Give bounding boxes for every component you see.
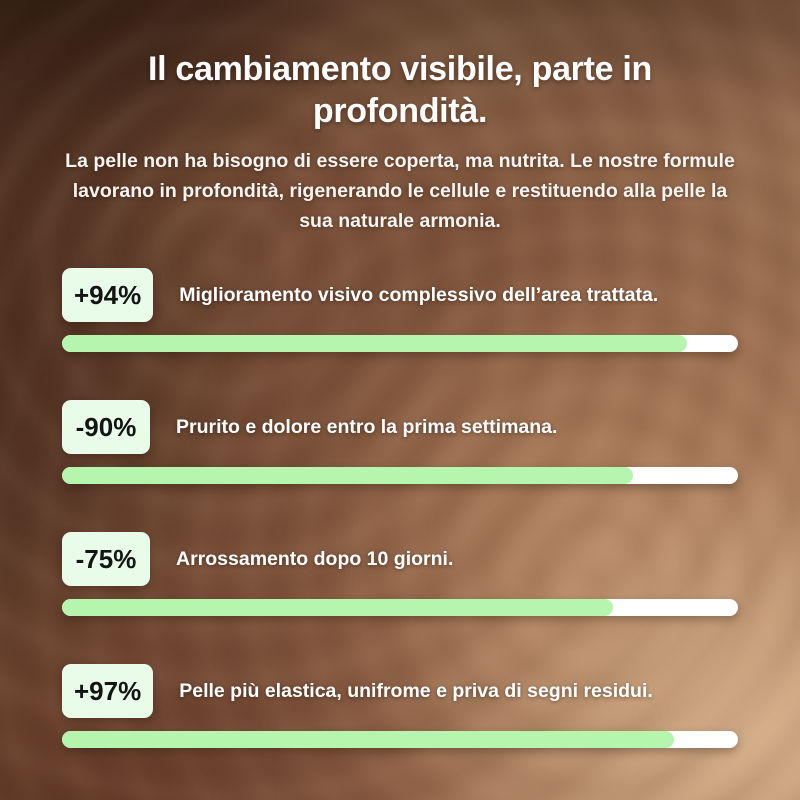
stats-list: +94% Miglioramento visivo complessivo de… (62, 268, 738, 748)
progress-track (62, 467, 738, 484)
stat-header: -75% Arrossamento dopo 10 giorni. (62, 532, 738, 586)
stat-row-itch-pain: -90% Prurito e dolore entro la prima set… (62, 400, 738, 484)
stat-value-badge: -90% (62, 400, 150, 454)
stat-value-badge: +94% (62, 268, 154, 322)
progress-fill (62, 335, 688, 352)
stat-row-improvement: +94% Miglioramento visivo complessivo de… (62, 268, 738, 352)
stat-label: Arrossamento dopo 10 giorni. (176, 547, 454, 570)
page-subtitle: La pelle non ha bisogno di essere copert… (65, 150, 735, 232)
stat-row-elasticity: +97% Pelle più elastica, unifrome e priv… (62, 664, 738, 748)
progress-fill (62, 731, 674, 748)
stat-header: +94% Miglioramento visivo complessivo de… (62, 268, 738, 322)
progress-fill (62, 467, 634, 484)
progress-track (62, 599, 738, 616)
stat-value-badge: +97% (62, 664, 154, 718)
progress-track (62, 731, 738, 748)
stat-row-redness: -75% Arrossamento dopo 10 giorni. (62, 532, 738, 616)
stat-label: Pelle più elastica, unifrome e priva di … (179, 679, 653, 702)
stat-label: Miglioramento visivo complessivo dell’ar… (179, 283, 659, 306)
progress-track (62, 335, 738, 352)
stat-label: Prurito e dolore entro la prima settiman… (176, 415, 558, 438)
stat-header: +97% Pelle più elastica, unifrome e priv… (62, 664, 738, 718)
stat-value-badge: -75% (62, 532, 150, 586)
page-title: Il cambiamento visibile, parte in profon… (147, 50, 653, 130)
progress-fill (62, 599, 613, 616)
stat-header: -90% Prurito e dolore entro la prima set… (62, 400, 738, 454)
